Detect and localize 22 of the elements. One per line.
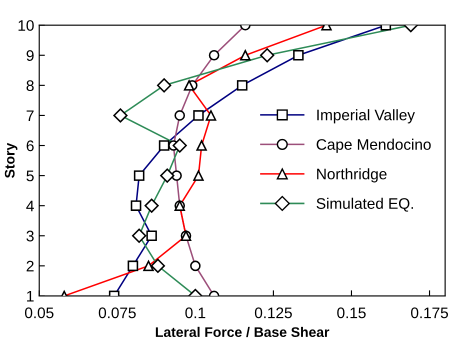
x-tick-label: 0.125 xyxy=(254,307,292,318)
y-tick-label: 6 xyxy=(26,140,34,152)
legend-label: Simulated EQ. xyxy=(316,198,413,212)
y-tick-label: 1 xyxy=(27,290,34,302)
x-tick-label: 0.05 xyxy=(24,307,54,318)
y-tick-label: 7 xyxy=(26,110,34,121)
legend-label: Cape Mendocino xyxy=(316,138,431,153)
x-tick-label: 0.075 xyxy=(98,307,136,318)
legend-label: Northridge xyxy=(317,168,387,182)
y-tick-label: 5 xyxy=(26,170,34,182)
y-tick-label: 3 xyxy=(26,230,34,242)
x-axis-title: Lateral Force / Base Shear xyxy=(156,326,330,338)
y-tick-label: 9 xyxy=(26,50,34,61)
y-tick-label: 8 xyxy=(26,80,34,92)
y-tick-label: 4 xyxy=(26,200,34,212)
x-tick-label: 0.15 xyxy=(337,307,366,318)
y-tick-label: 10 xyxy=(18,20,34,31)
x-tick-label: 0.175 xyxy=(411,307,448,318)
legend-label: Imperial Valley xyxy=(317,109,415,124)
x-tick-label: 0.1 xyxy=(185,307,206,318)
y-tick-label: 2 xyxy=(26,260,34,272)
y-axis-title: Story xyxy=(4,142,18,178)
